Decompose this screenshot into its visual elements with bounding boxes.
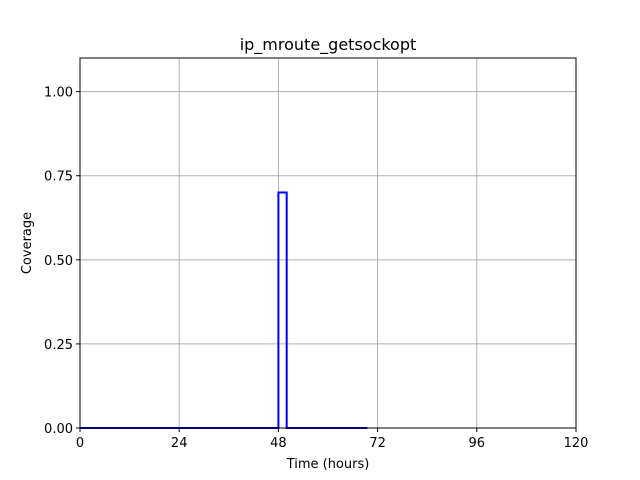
grid — [79, 58, 577, 429]
coverage-series-line — [80, 191, 368, 429]
x-tick-label: 120 — [564, 436, 589, 451]
y-tick-label: 0.75 — [44, 170, 73, 185]
chart-title: ip_mroute_getsockopt — [240, 35, 417, 55]
y-tick-label: 0.25 — [44, 338, 73, 353]
x-tick-label: 0 — [76, 436, 84, 451]
x-tick-label: 24 — [171, 436, 188, 451]
y-tick-label: 1.00 — [44, 86, 73, 101]
y-tick-label: 0.50 — [44, 254, 73, 269]
x-tick-label: 96 — [469, 436, 486, 451]
plot-frame — [79, 57, 577, 429]
x-tick-label: 48 — [270, 436, 287, 451]
series-group — [80, 191, 368, 429]
y-axis-label: Coverage — [20, 212, 35, 274]
x-tick-label: 72 — [369, 436, 386, 451]
x-axis-label: Time (hours) — [286, 457, 370, 472]
y-tick-label: 0.00 — [44, 422, 73, 437]
x-axis: 0 24 48 72 96 120 — [76, 428, 589, 451]
y-axis: 0.00 0.25 0.50 0.75 1.00 — [44, 86, 80, 437]
